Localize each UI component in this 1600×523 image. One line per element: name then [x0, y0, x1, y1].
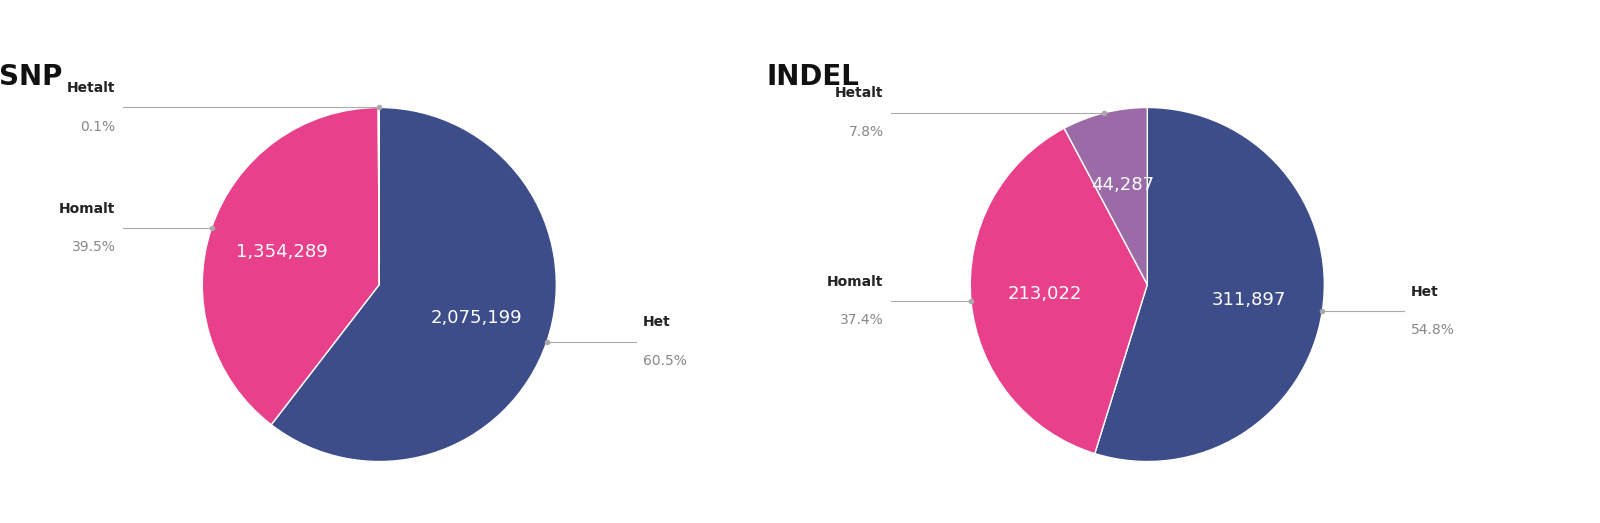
- Text: 213,022: 213,022: [1008, 285, 1082, 303]
- Text: Het: Het: [643, 315, 670, 329]
- Text: 60.5%: 60.5%: [643, 354, 686, 368]
- Text: SNP: SNP: [0, 63, 62, 91]
- Text: INDEL: INDEL: [766, 63, 859, 91]
- Text: Het: Het: [1411, 285, 1438, 299]
- Text: 54.8%: 54.8%: [1411, 323, 1454, 337]
- Text: Homalt: Homalt: [827, 275, 883, 289]
- Text: 2,075,199: 2,075,199: [430, 309, 522, 327]
- Text: 1,354,289: 1,354,289: [237, 243, 328, 260]
- Text: 37.4%: 37.4%: [840, 313, 883, 327]
- Text: 0.1%: 0.1%: [80, 120, 115, 134]
- Wedge shape: [272, 108, 557, 461]
- Text: 39.5%: 39.5%: [72, 241, 115, 254]
- Text: 44,287: 44,287: [1091, 176, 1154, 194]
- Text: Hetalt: Hetalt: [67, 81, 115, 95]
- Wedge shape: [970, 128, 1147, 453]
- Text: Homalt: Homalt: [59, 201, 115, 215]
- Text: Hetalt: Hetalt: [835, 86, 883, 100]
- Wedge shape: [202, 108, 379, 425]
- Wedge shape: [1094, 108, 1325, 461]
- Text: 7.8%: 7.8%: [848, 125, 883, 139]
- Text: 311,897: 311,897: [1211, 291, 1286, 309]
- Wedge shape: [1064, 108, 1147, 285]
